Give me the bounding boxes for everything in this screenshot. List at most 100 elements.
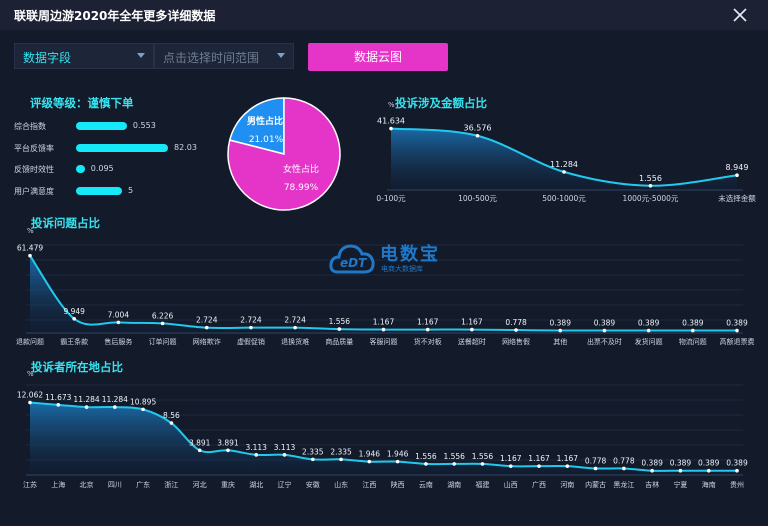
y-unit-label: %: [27, 370, 34, 378]
tick-label: 吉林: [645, 480, 659, 489]
data-label: 2.335: [330, 447, 352, 456]
data-label: 7.004: [108, 310, 130, 319]
watermark-logo-text: eDT: [340, 256, 367, 270]
tick-label: 出票不及时: [587, 337, 622, 346]
tick-label: 江苏: [23, 480, 37, 489]
rating-row: 平台反馈率 82.03: [14, 143, 214, 155]
data-point: [395, 459, 400, 464]
data-point: [622, 466, 626, 471]
tick-label: 重庆: [221, 480, 235, 489]
data-label: 0.389: [682, 319, 704, 328]
area-fill: [30, 255, 737, 333]
tick-label: 其他: [553, 337, 567, 346]
rating-bar: [76, 143, 168, 152]
data-label: 0.389: [670, 459, 692, 468]
data-point: [389, 126, 393, 131]
data-label: 1.946: [359, 450, 381, 459]
tick-label: 订单问题: [149, 337, 177, 346]
data-point: [381, 327, 386, 332]
field-select[interactable]: 数据字段: [14, 43, 154, 69]
tick-label: 1000元-5000元: [623, 194, 679, 203]
data-label: 9.949: [63, 307, 85, 316]
data-label: 1.556: [415, 452, 437, 461]
data-point: [254, 453, 259, 457]
data-label: 1.556: [443, 452, 465, 461]
amount-chart-title: 投诉涉及金额占比: [395, 96, 487, 110]
data-point: [648, 183, 653, 188]
pie-female-label: 女性占比: [283, 163, 319, 175]
data-point: [367, 459, 372, 464]
data-point: [56, 403, 61, 407]
data-label: 12.062: [17, 391, 43, 400]
gender-pie-chart: 男性占比 21.01% 女性占比 78.99%: [227, 97, 341, 211]
pie-slice-male: [228, 97, 285, 155]
data-label: 0.389: [641, 459, 663, 468]
tick-label: 网络售假: [502, 337, 530, 346]
data-cloud-button[interactable]: 数据云图: [308, 43, 448, 71]
data-label: 1.946: [387, 450, 409, 459]
tick-label: 送餐超时: [458, 337, 486, 346]
rating-bar: [76, 186, 122, 195]
data-point: [508, 464, 513, 468]
pie-male-label: 男性占比: [247, 115, 283, 127]
rating-row: 用户满意度 5: [14, 186, 214, 198]
data-label: 8.949: [726, 163, 749, 172]
tick-label: 发货问题: [635, 337, 663, 346]
rating-row: 综合指数 0.553: [14, 121, 214, 133]
rating-label: 用户满意度: [14, 186, 54, 196]
data-label: 11.284: [550, 160, 578, 169]
issue-chart-title: 投诉问题占比: [31, 216, 100, 230]
data-label: 1.167: [417, 318, 439, 327]
rating-title: 评级等级：谨慎下单: [30, 96, 134, 110]
data-label: 1.556: [472, 452, 494, 461]
data-point: [646, 328, 651, 333]
tick-label: 山东: [334, 480, 348, 489]
data-point: [735, 328, 739, 333]
data-label: 8.56: [163, 411, 180, 420]
tick-label: 未选择金额: [718, 193, 756, 203]
title-bar: 联联周边游2020年全年更多详细数据: [0, 0, 768, 30]
time-range-select[interactable]: 点击选择时间范围: [154, 43, 294, 69]
y-unit-label: %: [388, 101, 395, 109]
data-point: [650, 468, 654, 473]
time-range-placeholder: 点击选择时间范围: [163, 51, 260, 65]
tick-label: 100-500元: [458, 194, 497, 203]
tick-label: 山西: [504, 480, 518, 489]
rating-value: 0.553: [132, 121, 156, 130]
window-title: 联联周边游2020年全年更多详细数据: [14, 9, 216, 23]
tick-label: 内蒙古: [585, 480, 606, 489]
data-label: 3.891: [189, 438, 211, 447]
tick-label: 宁夏: [673, 480, 687, 489]
rating-value: 5: [128, 185, 134, 195]
tick-label: 北京: [80, 480, 94, 489]
rating-label: 综合指数: [14, 122, 46, 131]
data-label: 1.167: [373, 318, 395, 327]
pie-male-value: 21.01%: [249, 135, 284, 145]
data-point: [735, 173, 739, 178]
data-point: [204, 325, 209, 330]
data-label: 3.113: [274, 443, 296, 452]
data-point: [84, 405, 89, 409]
rating-value: 82.03: [174, 142, 197, 152]
data-label: 1.556: [639, 174, 662, 183]
data-label: 11.284: [102, 395, 128, 404]
data-point: [537, 464, 541, 468]
data-point: [678, 468, 683, 473]
data-label: 6.226: [152, 311, 174, 320]
tick-label: 安徽: [306, 480, 320, 489]
close-icon[interactable]: [732, 7, 748, 23]
rating-row: 反馈时效性 0.095: [14, 164, 214, 176]
tick-label: 商品质量: [325, 337, 353, 346]
data-label: 0.389: [726, 319, 748, 328]
tick-label: 河北: [193, 481, 207, 489]
data-label: 1.167: [557, 454, 579, 463]
data-label: 0.778: [613, 456, 635, 465]
data-point: [282, 453, 287, 457]
data-point: [424, 462, 428, 466]
data-point: [452, 462, 457, 466]
watermark-brand: 电数宝: [380, 244, 440, 265]
data-label: 2.724: [196, 316, 218, 325]
region-chart-title: 投诉者所在地占比: [31, 360, 123, 374]
pie-slice-female: [227, 97, 341, 211]
data-point: [226, 448, 230, 453]
